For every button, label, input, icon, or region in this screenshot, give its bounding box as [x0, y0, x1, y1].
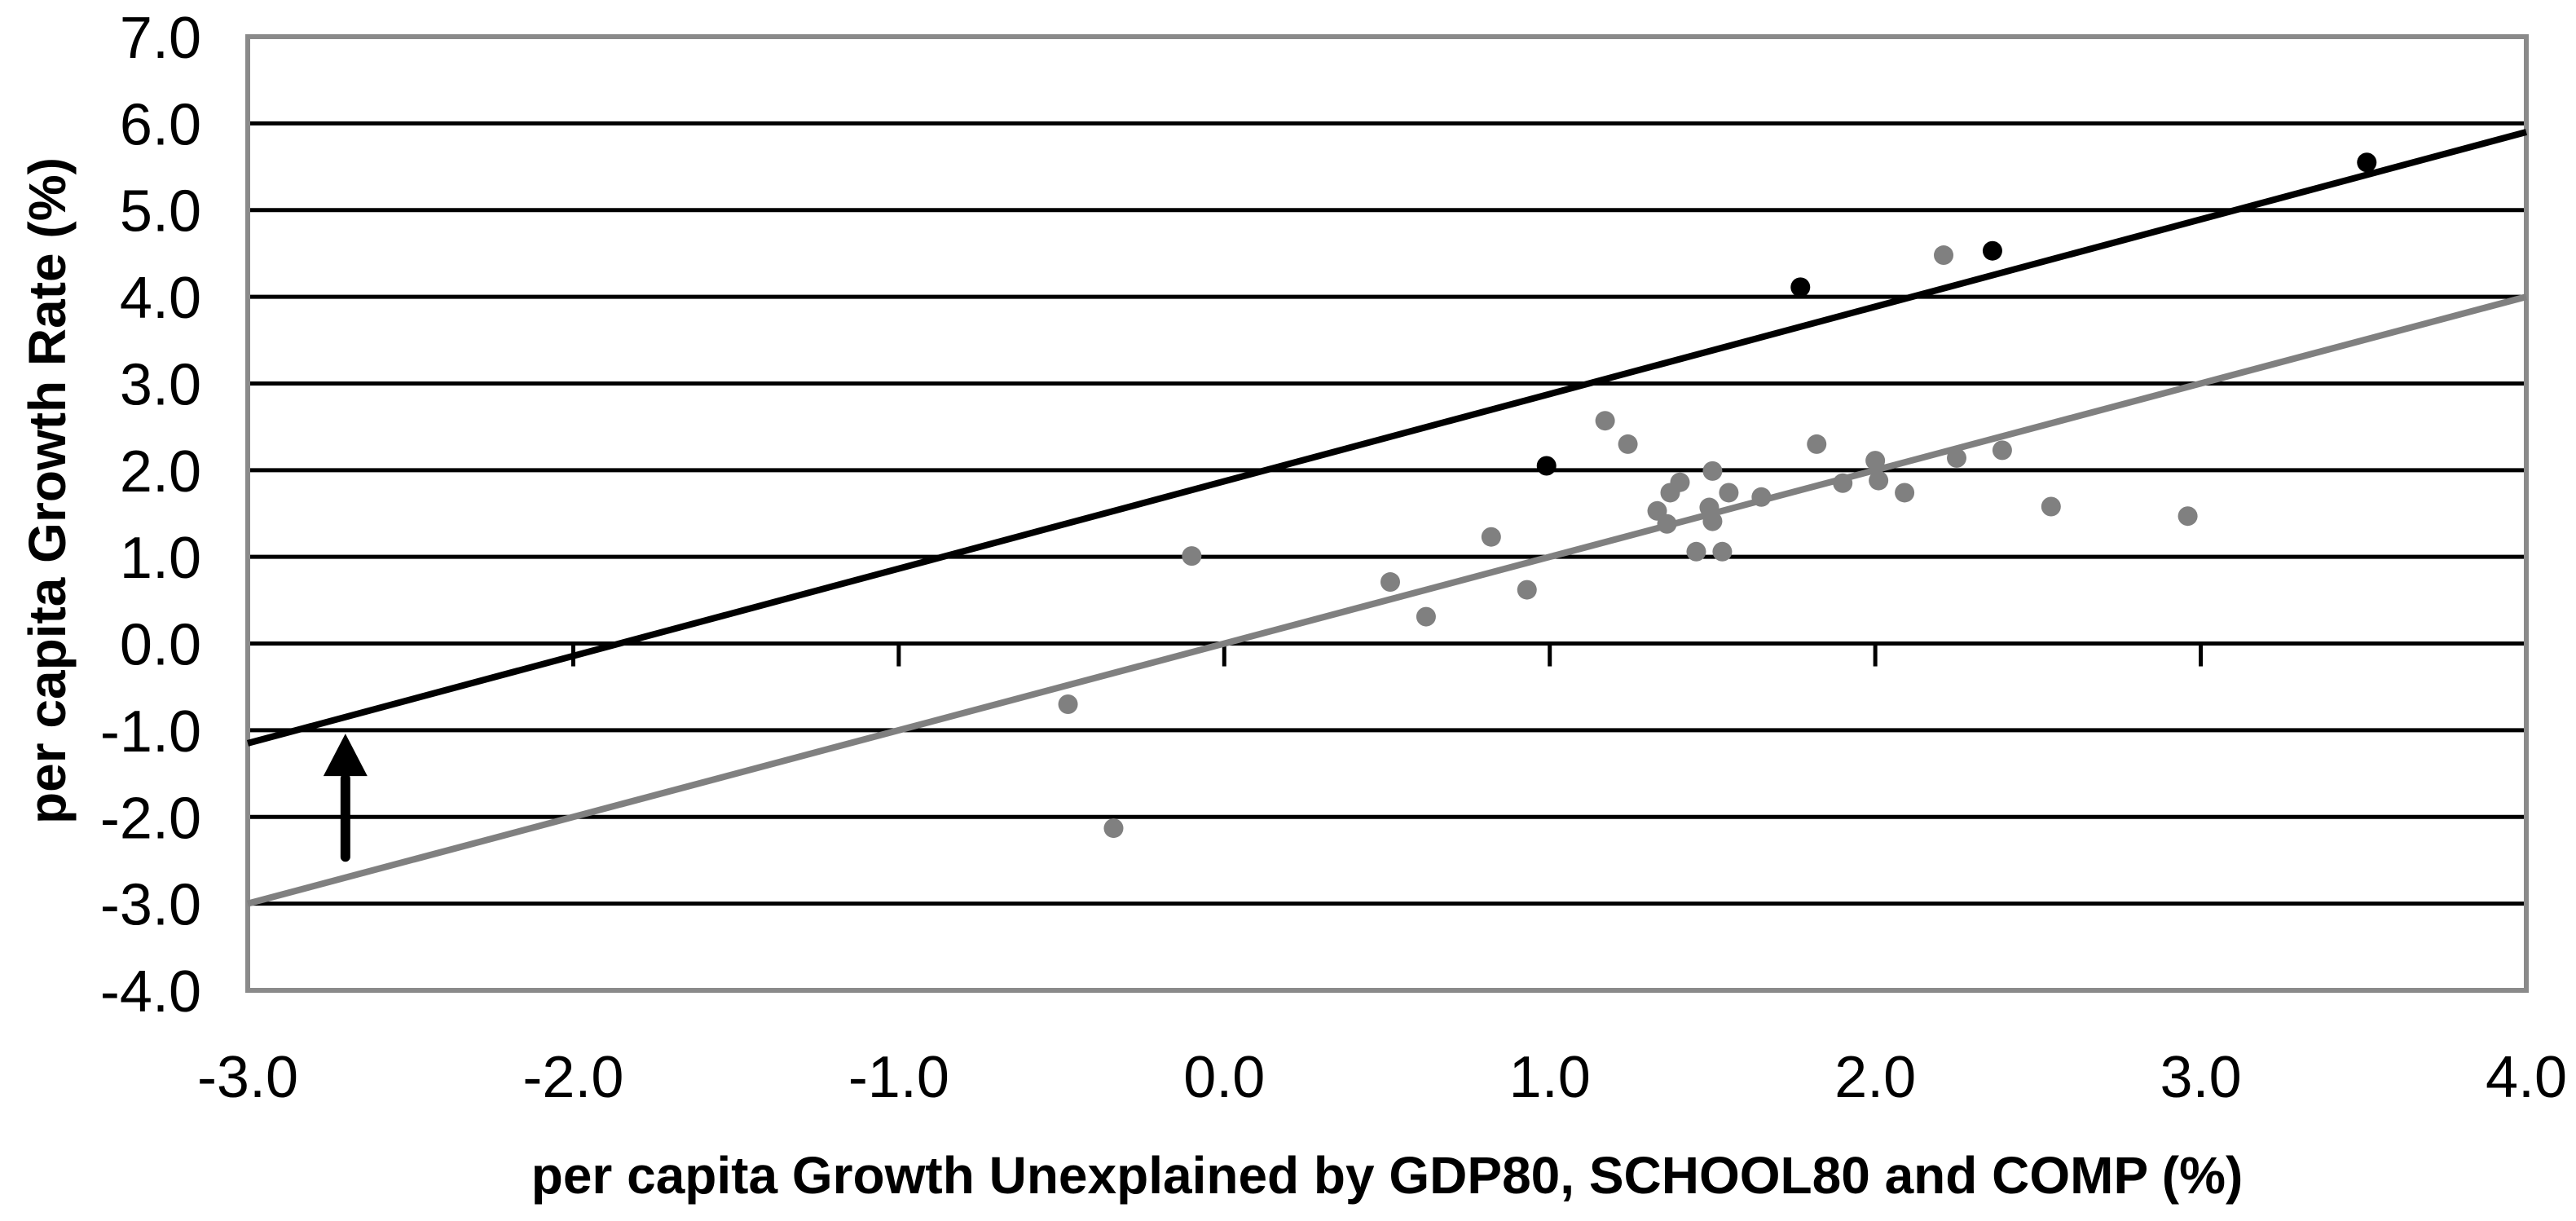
y-tick-label: 2.0 [120, 439, 201, 505]
black-scatter-point [1982, 240, 2002, 261]
x-tick-label: -3.0 [197, 1045, 298, 1110]
y-tick-label: -2.0 [100, 786, 201, 851]
gray-scatter-point [1992, 440, 2012, 461]
y-tick-label: 7.0 [120, 6, 201, 71]
y-tick-label: 5.0 [120, 179, 201, 245]
gray-scatter-point [1686, 541, 1706, 562]
gray-scatter-point [1517, 580, 1537, 600]
gray-scatter-point [1416, 606, 1436, 627]
x-tick-label: 1.0 [1509, 1045, 1591, 1110]
gray-identity-line [246, 293, 2528, 907]
x-tick-label: -2.0 [522, 1045, 623, 1110]
y-tick-label: -3.0 [100, 873, 201, 938]
black-scatter-point [1536, 456, 1557, 476]
x-tick-label: 2.0 [1834, 1045, 1916, 1110]
gray-scatter-point [1058, 694, 1078, 714]
gray-scatter-point [1934, 245, 1954, 266]
x-tick-label: 3.0 [2160, 1045, 2242, 1110]
gray-scatter-point [1481, 527, 1501, 547]
y-tick-label: 1.0 [120, 526, 201, 591]
black-trend-line [246, 129, 2528, 747]
gray-scatter-point [1595, 411, 1615, 431]
y-tick-label: -1.0 [100, 699, 201, 765]
x-tick-label: 4.0 [2486, 1045, 2567, 1110]
black-scatter-point [2357, 152, 2377, 173]
x-tick-label: -1.0 [848, 1045, 949, 1110]
gray-scatter-point [1670, 472, 1690, 492]
y-axis-title: per capita Growth Rate (%) [18, 157, 77, 824]
gray-scatter-point [1702, 511, 1723, 531]
x-tick-label: 0.0 [1183, 1045, 1265, 1110]
gray-scatter-point [1712, 541, 1733, 562]
black-scatter-point [1790, 277, 1811, 298]
gray-scatter-point [1751, 487, 1772, 507]
gray-scatter-point [1895, 483, 1915, 503]
gray-scatter-point [1719, 483, 1739, 503]
y-tick-label: 6.0 [120, 92, 201, 157]
gray-scatter-point [1702, 461, 1723, 481]
gray-scatter-point [1657, 514, 1677, 534]
x-axis-title: per capita Growth Unexplained by GDP80, … [531, 1146, 2244, 1205]
y-tick-label: -4.0 [100, 959, 201, 1025]
gray-scatter-point [1947, 447, 1966, 468]
gray-scatter-point [1618, 434, 1638, 454]
gray-scatter-point [1865, 451, 1886, 471]
annotation-arrow-head [323, 734, 368, 777]
plot-border [245, 34, 2529, 993]
y-tick-label: 0.0 [120, 613, 201, 678]
gray-scatter-point [1807, 434, 1827, 454]
gray-scatter-point [2041, 496, 2061, 517]
gray-scatter-point [1182, 546, 1202, 566]
y-tick-label: 4.0 [120, 266, 201, 331]
gray-scatter-point [1103, 818, 1124, 839]
gray-scatter-point [2177, 506, 2198, 527]
gray-scatter-point [1380, 572, 1400, 593]
gray-scatter-point [1833, 473, 1853, 493]
y-tick-label: 3.0 [120, 352, 201, 417]
gray-scatter-point [1869, 470, 1889, 491]
